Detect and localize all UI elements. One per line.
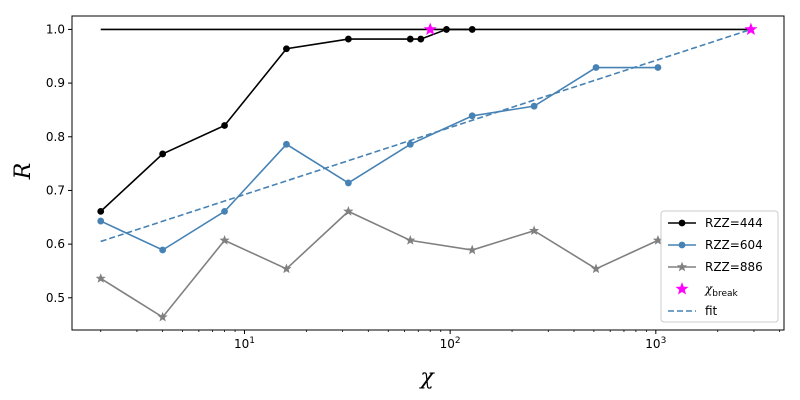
data-point [95,273,106,283]
data-point [405,235,416,245]
y-tick-label: 1.0 [46,22,65,36]
series-line [100,66,658,251]
legend: RZZ=444 RZZ=604 RZZ=886 χbreak fit [660,210,779,323]
data-point [468,112,476,120]
series-1 [97,64,662,254]
data-point [221,122,228,129]
x-axis-title: χ [418,365,435,390]
data-point [281,263,292,274]
data-point [468,26,476,33]
data-point [467,244,478,255]
legend-label: fit [705,304,718,318]
data-point [157,311,168,322]
y-axis: 0.5 0.6 0.7 0.8 0.9 1.0 [46,22,72,305]
data-point [159,150,167,158]
data-point [97,217,105,225]
y-tick-label: 0.7 [46,183,65,197]
data-point [283,140,290,148]
legend-swatch-marker [678,241,686,249]
y-tick-label: 0.5 [46,291,65,305]
plot-area [71,15,785,331]
legend-swatch-marker [675,282,689,295]
data-point [530,102,538,110]
y-tick-label: 0.8 [46,130,65,144]
x-axis: 101 102 103 [100,330,781,351]
data-point [283,45,290,53]
y-tick-label: 0.9 [46,76,65,90]
data-point [159,246,167,254]
chi-break-point [744,22,758,35]
data-point [221,207,228,215]
legend-label: RZZ=886 [705,260,763,274]
legend-swatch-marker [678,219,686,227]
chi-break-markers [423,22,758,35]
data-point [529,225,540,236]
y-tick-label: 0.6 [46,237,65,251]
legend-entry: RZZ=886 [668,260,763,274]
data-point [406,35,414,43]
series-line [100,28,473,212]
legend-label: RZZ=604 [705,238,763,252]
legend-entry: fit [668,304,718,318]
legend-label: χbreak [704,282,739,299]
data-point [343,206,354,216]
series-2 [95,206,664,322]
data-point [654,64,662,71]
x-tick-label: 103 [645,336,666,351]
data-point [406,140,414,148]
series-0 [97,26,476,215]
fit-line [100,28,752,243]
plot-frame [71,15,785,331]
data-point [592,64,600,71]
legend-swatch-marker [676,261,688,272]
legend-box [660,210,779,323]
legend-entry: RZZ=604 [668,238,763,252]
data-point [590,263,602,274]
data-point [97,207,105,215]
x-tick-label: 102 [440,336,461,351]
data-point [344,35,352,43]
data-point [344,179,352,187]
legend-entry: χbreak [675,282,739,299]
data-point [443,26,450,33]
legend-label: RZZ=444 [705,216,763,230]
data-point [417,35,425,43]
series-line [100,210,659,319]
legend-entry: RZZ=444 [668,216,763,230]
y-axis-title: R [11,163,36,181]
chi-break-point [423,22,437,35]
x-tick-label: 101 [234,336,255,351]
data-point [219,235,230,245]
